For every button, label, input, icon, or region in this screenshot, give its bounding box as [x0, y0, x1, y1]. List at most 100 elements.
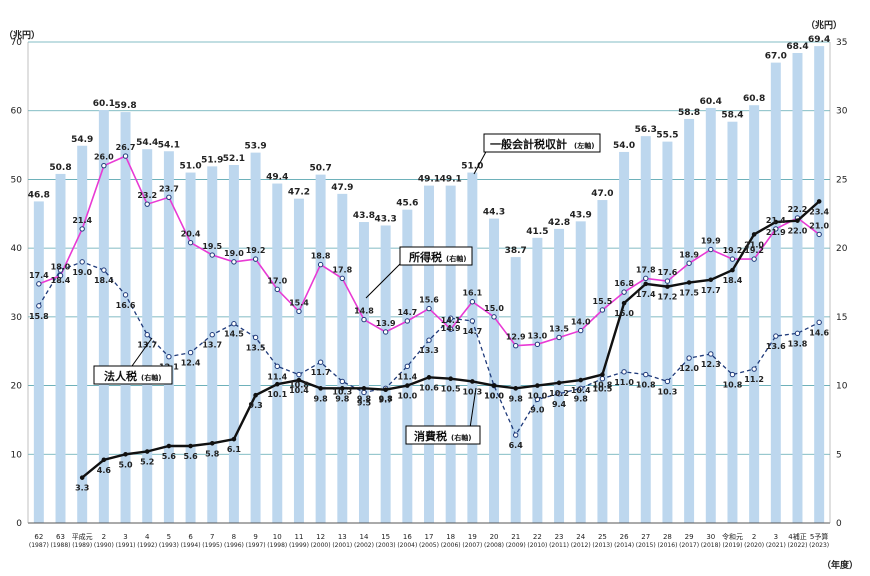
income-tax-value-label: 16.1: [462, 289, 482, 298]
income-tax-value-label: 15.5: [593, 297, 613, 306]
right-tick-label: 30: [836, 107, 848, 117]
consumption-tax-point: [253, 392, 258, 398]
corporate-tax-point: [252, 334, 259, 341]
total-tax-value-label: 38.7: [505, 246, 527, 256]
bar-total-tax: [272, 183, 283, 523]
consumption-tax-point: [405, 383, 410, 388]
corporate-tax-value-label: 12.4: [181, 359, 201, 368]
data-labels: 46.850.854.960.1 59.854.4 54.151.051.9 52.1…: [28, 35, 831, 493]
income-tax-point: [122, 153, 129, 159]
x-tick-year: (1995): [202, 542, 222, 549]
consumption-tax-point: [795, 218, 800, 223]
corporate-tax-value-label: 11.2: [744, 375, 764, 384]
income-tax-value-label: 17.8: [332, 265, 352, 274]
corporate-tax-value-label: 15.8: [29, 312, 49, 321]
income-tax-value-label: 17.6: [658, 268, 678, 277]
corporate-tax-value-label: 10.8: [636, 381, 656, 390]
x-axis-unit: （年度）: [822, 559, 858, 571]
total-tax-value-label: 45.6: [396, 199, 418, 209]
x-tick-year: (2005): [419, 542, 439, 549]
x-tick-label: 4補正: [788, 532, 806, 541]
total-tax-value-label: 55.5: [656, 131, 678, 141]
bar-total-tax: [120, 112, 131, 524]
income-tax-point: [578, 327, 584, 334]
income-tax-value-label: 12.9: [506, 333, 526, 342]
bar-total-tax: [727, 121, 738, 524]
income-tax-point: [101, 162, 107, 169]
x-tick-year: (1992): [137, 542, 157, 549]
corporate-tax-point: [209, 332, 215, 338]
axes: 0102030405060700510152025303562(1987)63(…: [11, 38, 848, 549]
consumption-tax-value-label: 5.6: [162, 452, 177, 461]
x-tick-label: 14: [360, 533, 369, 541]
total-tax-value-label: 54.0: [613, 141, 635, 151]
bar-total-tax: [337, 193, 348, 523]
consumption-tax-point: [383, 387, 388, 392]
consumption-tax-value-label: 9.7: [379, 396, 393, 405]
x-tick-year: (2001): [332, 542, 352, 549]
total-tax-value-label: 54.9: [71, 135, 93, 145]
bar-total-tax: [380, 225, 391, 523]
x-tick-year: (1996): [224, 542, 244, 549]
corporate-tax-value-label: 13.8: [788, 339, 808, 348]
callout-income-box: [399, 246, 473, 266]
bar-total-tax: [358, 222, 369, 523]
total-tax-value-label: 47.0: [591, 189, 613, 199]
income-tax-value-label: 16.8: [614, 279, 634, 288]
corporate-tax-point: [274, 363, 280, 370]
consumption-tax-point: [188, 443, 193, 449]
x-tick-label: 8: [232, 533, 236, 541]
x-tick-year: (2023): [809, 542, 829, 549]
corporate-tax-value-label: 10.3: [332, 387, 352, 396]
consumption-tax-value-label: 10.3: [462, 387, 482, 396]
x-tick-label: 27: [641, 533, 650, 541]
corporate-tax-value-label: 13.6: [766, 342, 786, 351]
consumption-tax-point: [621, 300, 627, 306]
total-tax-value-label: 44.3: [483, 208, 505, 218]
income-tax-point: [231, 259, 237, 265]
consumption-tax-point: [101, 457, 107, 463]
consumption-tax-point: [643, 281, 649, 287]
left-axis-unit: （兆円）: [4, 29, 40, 41]
consumption-tax-value-label: 10.2: [549, 389, 569, 398]
total-tax-value-label: 54.1: [158, 140, 180, 150]
x-tick-year: (2019): [722, 542, 742, 549]
consumption-tax-point: [491, 383, 497, 388]
x-tick-label: 5: [167, 533, 171, 541]
consumption-tax-point: [166, 443, 172, 449]
income-tax-point: [361, 316, 367, 323]
x-tick-year: (2020): [744, 542, 764, 549]
corporate-tax-point: [773, 333, 779, 339]
income-tax-point: [36, 281, 42, 287]
consumption-tax-value-label: 6.1: [227, 445, 242, 454]
bar-total-tax: [315, 174, 326, 523]
consumption-tax-point: [79, 475, 85, 480]
consumption-tax-point: [600, 372, 605, 377]
consumption-tax-point: [470, 379, 475, 384]
x-tick-year: (2016): [657, 542, 677, 549]
total-tax-value-label: 47.9: [331, 183, 353, 193]
consumption-tax-point: [426, 375, 432, 380]
income-tax-point: [339, 275, 345, 282]
corporate-tax-value-label: 16.6: [116, 301, 136, 310]
bar-total-tax: [55, 173, 66, 523]
consumption-tax-point: [578, 377, 584, 383]
x-tick-label: 28: [663, 533, 672, 541]
total-tax-value-label: 49.1: [418, 175, 440, 185]
x-tick-year: (2002): [354, 542, 374, 549]
corporate-tax-value-label: 14.9: [441, 324, 461, 333]
x-tick-label: 10: [273, 533, 282, 541]
total-tax-value-label: 51.9: [201, 155, 223, 165]
left-tick-label: 30: [11, 313, 23, 323]
income-tax-value-label: 18.8: [311, 252, 331, 261]
income-tax-point: [187, 239, 194, 246]
x-tick-label: 30: [706, 533, 715, 541]
corporate-tax-point: [794, 330, 801, 337]
x-tick-label: 令和元: [722, 532, 743, 541]
corporate-tax-point: [708, 351, 714, 357]
total-tax-value-label: 49.4: [266, 173, 288, 183]
callout-total-label: 一般会計税収計: [490, 137, 567, 151]
x-tick-year: (2004): [397, 542, 417, 549]
income-tax-value-label: 13.5: [549, 324, 569, 333]
x-tick-year: (2008): [484, 542, 504, 549]
